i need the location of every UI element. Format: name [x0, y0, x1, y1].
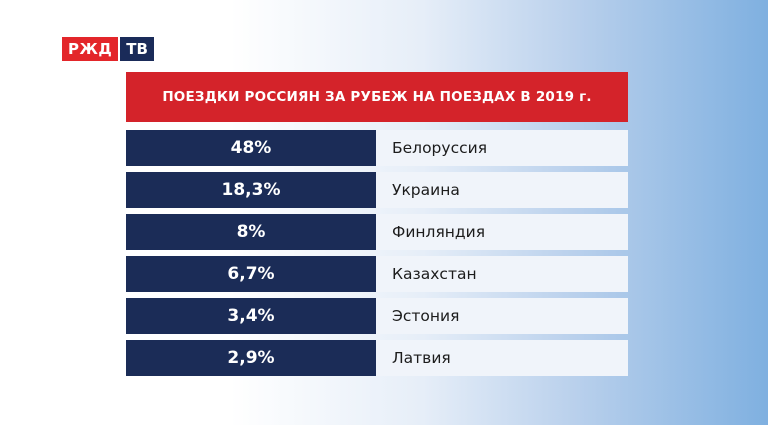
data-table: 48% Белоруссия 18,3% Украина 8% Финляндия 6,7%…	[126, 130, 628, 376]
table-row: 18,3% Украина	[126, 172, 628, 208]
percentage-value: 6,7%	[126, 256, 376, 292]
table-row: 8% Финляндия	[126, 214, 628, 250]
percentage-value: 48%	[126, 130, 376, 166]
chart-title: ПОЕЗДКИ РОССИЯН ЗА РУБЕЖ НА ПОЕЗДАХ В 20…	[126, 72, 628, 122]
country-label: Финляндия	[376, 214, 628, 250]
table-row: 48% Белоруссия	[126, 130, 628, 166]
table-row: 2,9% Латвия	[126, 340, 628, 376]
logo-rzd: РЖД	[62, 37, 119, 61]
percentage-value: 3,4%	[126, 298, 376, 334]
country-label: Белоруссия	[376, 130, 628, 166]
logo-tv: ТВ	[120, 37, 154, 61]
percentage-value: 8%	[126, 214, 376, 250]
table-row: 6,7% Казахстан	[126, 256, 628, 292]
percentage-value: 18,3%	[126, 172, 376, 208]
table-row: 3,4% Эстония	[126, 298, 628, 334]
country-label: Украина	[376, 172, 628, 208]
percentage-value: 2,9%	[126, 340, 376, 376]
rzd-tv-logo: РЖД ТВ	[62, 37, 154, 61]
country-label: Казахстан	[376, 256, 628, 292]
country-label: Латвия	[376, 340, 628, 376]
country-label: Эстония	[376, 298, 628, 334]
